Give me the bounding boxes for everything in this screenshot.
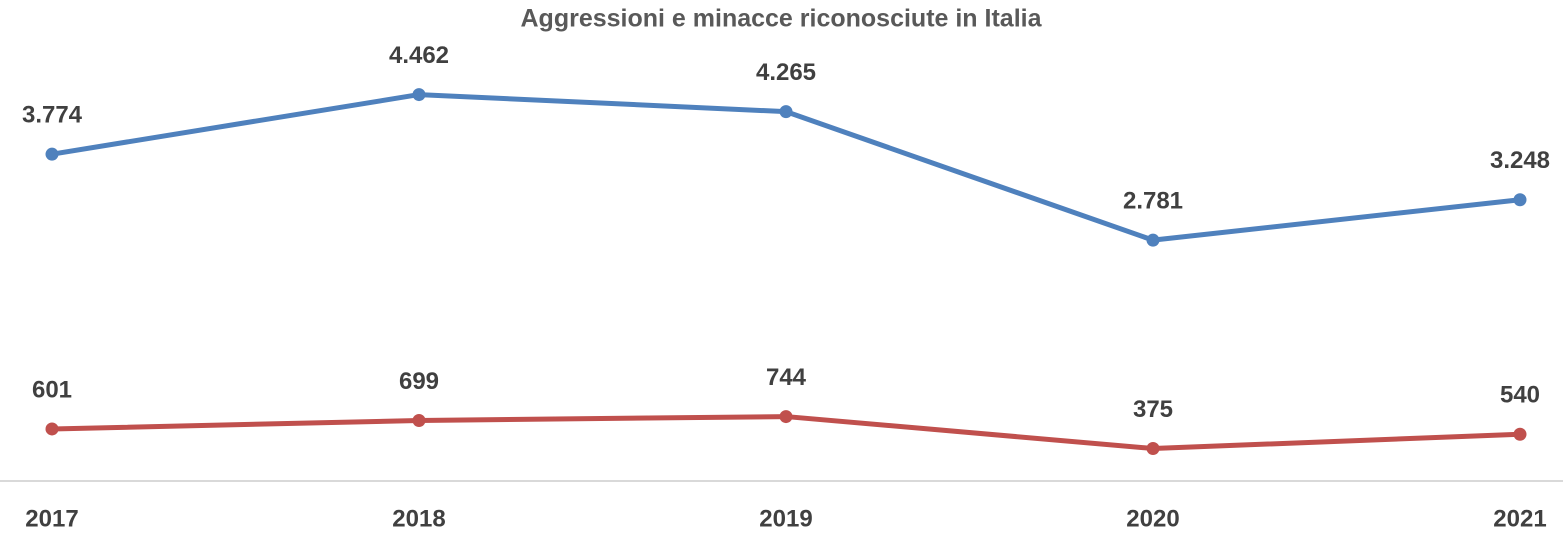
data-label: 3.248 <box>1490 147 1550 174</box>
chart-title: Aggressioni e minacce riconosciute in It… <box>521 5 1043 33</box>
data-point <box>1513 427 1527 441</box>
data-point <box>1146 442 1160 456</box>
data-label: 744 <box>766 364 807 391</box>
data-label: 4.462 <box>389 42 449 69</box>
data-point <box>412 413 426 427</box>
data-point <box>779 105 793 119</box>
x-tick-label: 2019 <box>759 505 812 532</box>
data-point <box>412 88 426 102</box>
data-point <box>779 410 793 424</box>
data-label: 540 <box>1500 382 1540 409</box>
x-tick-label: 2021 <box>1493 505 1546 532</box>
data-point <box>45 147 59 161</box>
data-point <box>1146 233 1160 247</box>
data-label: 3.774 <box>22 102 83 129</box>
data-point <box>45 422 59 436</box>
x-tick-label: 2018 <box>392 505 445 532</box>
x-tick-label: 2017 <box>25 505 78 532</box>
data-label: 2.781 <box>1123 188 1183 215</box>
data-label: 699 <box>399 368 439 395</box>
data-label: 601 <box>32 376 72 403</box>
data-label: 4.265 <box>756 59 816 86</box>
data-point <box>1513 193 1527 207</box>
x-tick-label: 2020 <box>1126 505 1179 532</box>
data-label: 375 <box>1133 396 1173 423</box>
